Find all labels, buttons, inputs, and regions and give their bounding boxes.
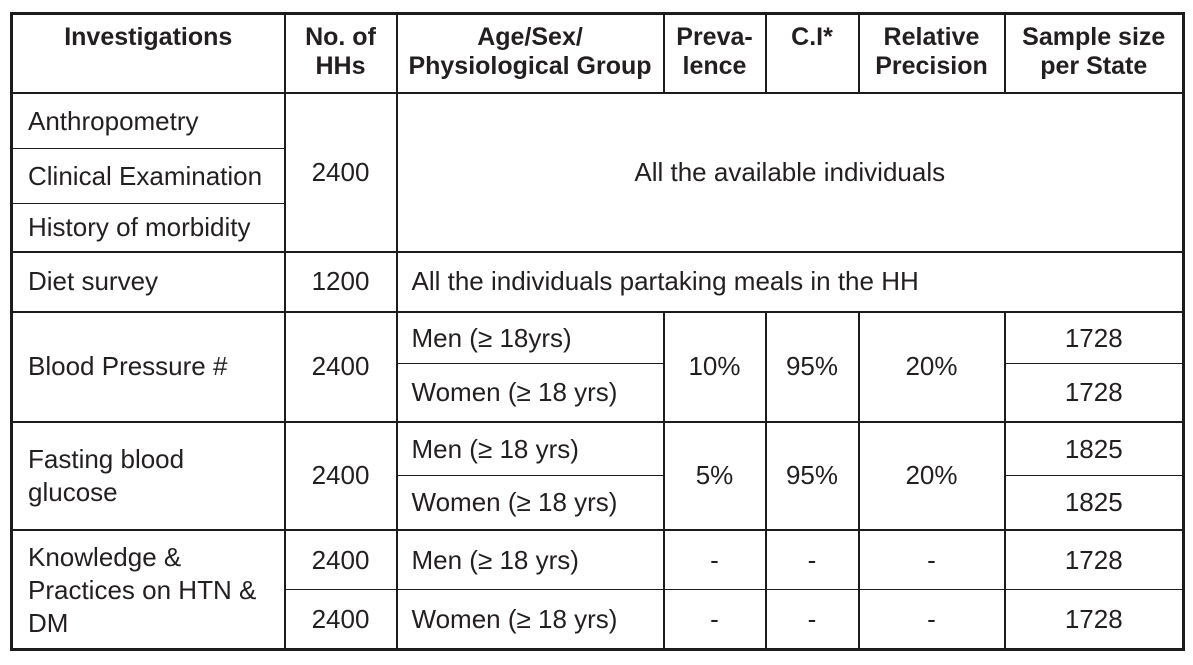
cell-blood-pressure: Blood Pressure #: [10, 310, 286, 423]
header-prevalence: Preva- lence: [662, 12, 767, 94]
table-header-row: Investigations No. of HHs Age/Sex/ Physi…: [10, 12, 1185, 94]
table-row: Knowledge & Practices on HTN & DM 2400 M…: [10, 528, 1185, 651]
cell-bp-sample-men: 1728: [1003, 310, 1185, 364]
cell-kp-hhs-women: 2400: [283, 589, 398, 651]
cell-fbg-sample-men: 1825: [1003, 420, 1185, 476]
cell-fbg-prevalence: 5%: [662, 420, 767, 531]
cell-kp-prevalence-men: -: [662, 528, 767, 590]
cell-bp-prevalence: 10%: [662, 310, 767, 423]
cell-anthropometry: Anthropometry: [10, 91, 286, 149]
table-row: Clinical Examination: [10, 148, 1184, 204]
table-row: History of morbidity: [10, 203, 1184, 253]
cell-history-of-morbidity: History of morbidity: [10, 203, 286, 253]
table-row: Blood Pressure # 2400 Men (≥ 18yrs) 10% …: [10, 310, 1185, 423]
cell-bp-relative-precision: 20%: [857, 310, 1006, 423]
cell-kp-ci-men: -: [764, 528, 860, 590]
cell-knowledge-practices: Knowledge & Practices on HTN & DM: [10, 528, 286, 651]
cell-clinical-examination: Clinical Examination: [10, 148, 286, 204]
cell-anthro-hhs: 2400: [283, 91, 398, 253]
cell-fbg-men: Men (≥ 18 yrs): [395, 420, 665, 476]
table-row: Women (≥ 18 yrs) 1825: [12, 475, 1185, 531]
table-row: Women (≥ 18 yrs) 1728: [12, 363, 1185, 423]
cell-kp-women: Women (≥ 18 yrs): [395, 589, 665, 651]
cell-diet-group-note: All the individuals partaking meals in t…: [395, 250, 1185, 313]
cell-fbg-women: Women (≥ 18 yrs): [395, 475, 665, 531]
cell-anthro-group-note: All the available individuals: [395, 91, 1185, 253]
cell-kp-prevalence-women: -: [662, 589, 767, 651]
header-age-sex-group: Age/Sex/ Physiological Group: [395, 12, 665, 94]
cell-bp-men: Men (≥ 18yrs): [395, 310, 665, 364]
cell-kp-hhs-men: 2400: [283, 528, 398, 590]
cell-kp-ci-women: -: [764, 589, 860, 651]
header-investigations: Investigations: [10, 12, 286, 94]
cell-kp-relative-precision-men: -: [857, 528, 1006, 590]
header-sample-size: Sample size per State: [1003, 12, 1185, 94]
cell-fbg-hhs: 2400: [283, 420, 398, 531]
cell-kp-relative-precision-women: -: [857, 589, 1006, 651]
table-row: 2400 Women (≥ 18 yrs) - - - 1728: [12, 589, 1185, 651]
cell-fbg-sample-women: 1825: [1003, 475, 1185, 531]
cell-bp-ci: 95%: [764, 310, 860, 423]
cell-fasting-blood-glucose: Fasting blood glucose: [10, 420, 286, 531]
header-relative-precision: Relative Precision: [857, 12, 1006, 94]
cell-bp-sample-women: 1728: [1003, 363, 1185, 423]
cell-kp-sample-men: 1728: [1003, 528, 1185, 590]
cell-kp-men: Men (≥ 18 yrs): [395, 528, 665, 590]
sampling-design-table: Investigations No. of HHs Age/Sex/ Physi…: [10, 12, 1185, 651]
cell-fbg-ci: 95%: [764, 420, 860, 531]
cell-diet-survey: Diet survey: [10, 250, 286, 313]
cell-kp-sample-women: 1728: [1003, 589, 1185, 651]
cell-diet-hhs: 1200: [283, 250, 398, 313]
cell-bp-hhs: 2400: [283, 310, 398, 423]
cell-fbg-relative-precision: 20%: [857, 420, 1006, 531]
table-row: Anthropometry 2400 All the available ind…: [10, 91, 1185, 253]
header-ci: C.I*: [764, 12, 860, 94]
cell-bp-women: Women (≥ 18 yrs): [395, 363, 665, 423]
table-row: Diet survey 1200 All the individuals par…: [10, 250, 1185, 313]
header-no-of-hhs: No. of HHs: [283, 12, 398, 94]
table-row: Fasting blood glucose 2400 Men (≥ 18 yrs…: [10, 420, 1185, 531]
